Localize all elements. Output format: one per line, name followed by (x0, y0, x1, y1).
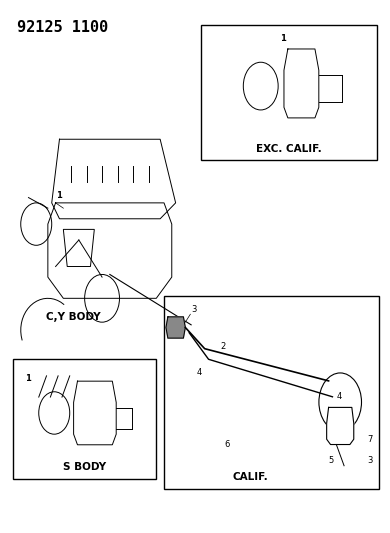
Text: 4: 4 (336, 392, 342, 401)
Text: 1: 1 (56, 191, 62, 199)
Text: 2: 2 (220, 342, 225, 351)
Text: 6: 6 (224, 440, 230, 449)
Polygon shape (284, 49, 319, 118)
Text: CALIF.: CALIF. (232, 472, 268, 482)
Text: S BODY: S BODY (63, 462, 106, 472)
Text: 1: 1 (25, 374, 30, 383)
Bar (13, 359, 156, 479)
Polygon shape (74, 381, 116, 445)
Text: 92125 1100: 92125 1100 (17, 20, 108, 35)
Text: 4: 4 (197, 368, 202, 377)
Polygon shape (52, 139, 176, 219)
Bar (201, 25, 377, 160)
Text: 5: 5 (329, 456, 334, 465)
Polygon shape (327, 407, 354, 445)
Bar (164, 296, 379, 489)
Text: 7: 7 (367, 435, 373, 444)
Polygon shape (48, 203, 172, 298)
Polygon shape (166, 317, 185, 338)
Text: EXC. CALIF.: EXC. CALIF. (256, 143, 322, 154)
Text: 3: 3 (191, 304, 197, 313)
Text: 1: 1 (280, 35, 286, 44)
Text: C,Y BODY: C,Y BODY (46, 312, 101, 321)
Text: 3: 3 (367, 456, 373, 465)
